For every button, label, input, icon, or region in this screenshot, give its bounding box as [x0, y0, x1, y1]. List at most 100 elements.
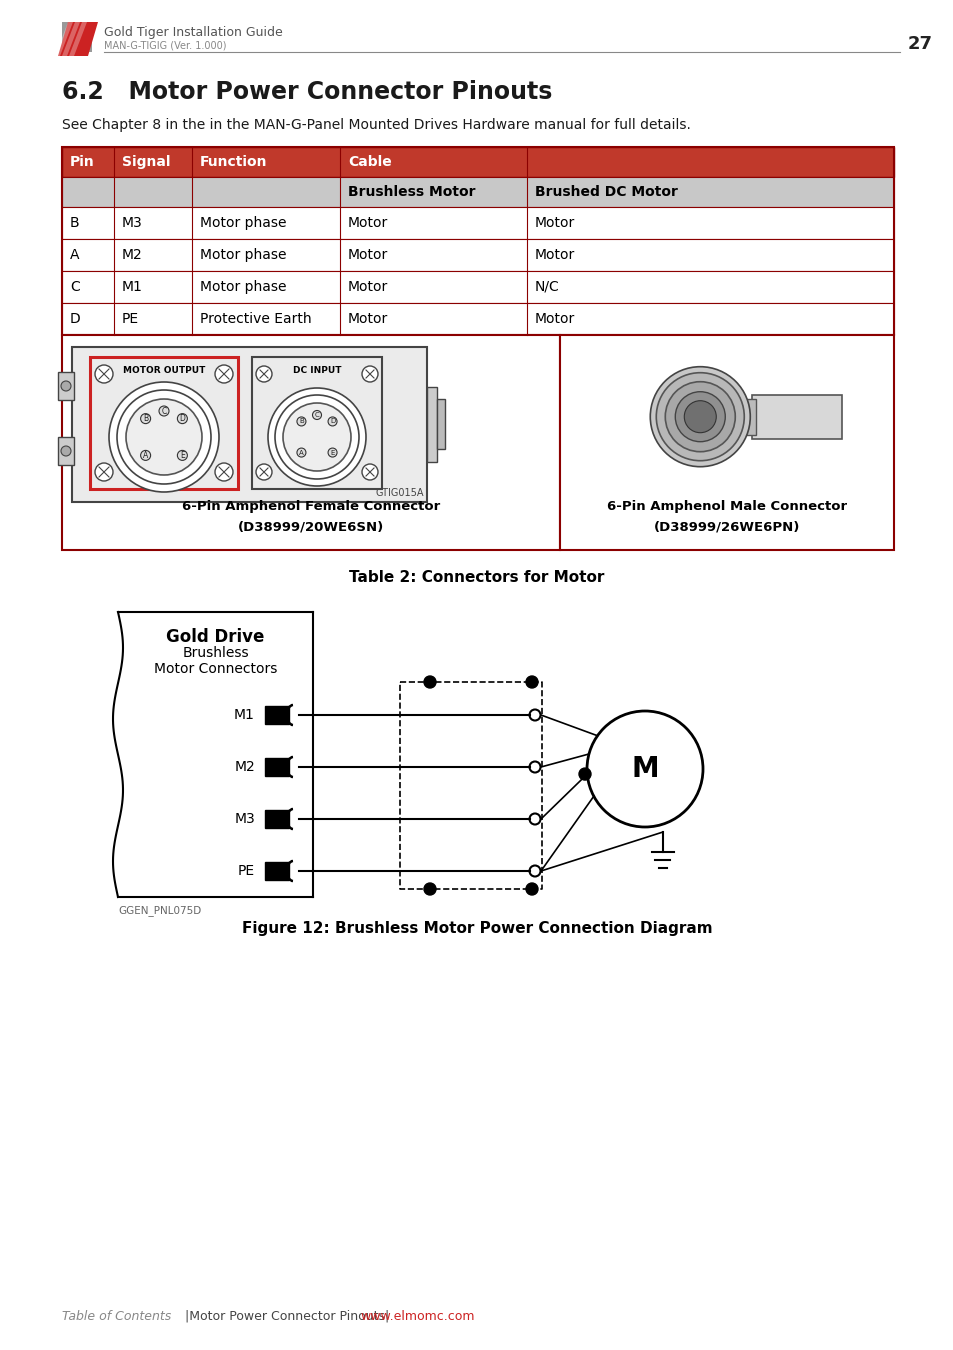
- Text: N/C: N/C: [535, 279, 559, 294]
- Bar: [71, 347, 427, 502]
- Text: Gold Tiger Installation Guide: Gold Tiger Installation Guide: [104, 26, 282, 39]
- Circle shape: [255, 366, 272, 382]
- Circle shape: [361, 464, 377, 481]
- Text: A: A: [70, 248, 79, 262]
- Bar: [58, 373, 74, 400]
- Circle shape: [296, 417, 306, 427]
- Text: Motor: Motor: [348, 216, 388, 230]
- Text: D: D: [179, 414, 185, 423]
- Text: M: M: [631, 755, 659, 783]
- Bar: [62, 147, 893, 335]
- Text: Motor phase: Motor phase: [200, 279, 286, 294]
- Text: E: E: [180, 451, 185, 460]
- Text: B: B: [70, 216, 79, 230]
- Bar: [265, 863, 289, 880]
- Circle shape: [525, 883, 537, 895]
- Text: Motor: Motor: [535, 312, 575, 325]
- Circle shape: [328, 417, 336, 427]
- Bar: [90, 356, 237, 489]
- Bar: [745, 398, 756, 435]
- Circle shape: [675, 392, 724, 441]
- Circle shape: [95, 364, 112, 383]
- Bar: [265, 810, 289, 828]
- Polygon shape: [55, 22, 73, 55]
- Text: M2: M2: [234, 760, 254, 774]
- Circle shape: [283, 404, 351, 471]
- Text: M1: M1: [233, 707, 254, 722]
- Circle shape: [214, 364, 233, 383]
- Text: C: C: [314, 412, 319, 418]
- Text: Brushless: Brushless: [182, 647, 249, 660]
- Text: Gold Drive: Gold Drive: [166, 628, 264, 647]
- Text: (D38999/20WE6SN): (D38999/20WE6SN): [237, 520, 384, 533]
- Text: |Motor Power Connector Pinouts|: |Motor Power Connector Pinouts|: [185, 1310, 389, 1323]
- Text: www.elmomc.com: www.elmomc.com: [359, 1310, 474, 1323]
- Polygon shape: [58, 22, 98, 55]
- Text: See Chapter 8 in the in the MAN-G-Panel Mounted Drives Hardware manual for full : See Chapter 8 in the in the MAN-G-Panel …: [62, 117, 690, 132]
- Bar: [62, 177, 893, 207]
- Circle shape: [126, 400, 202, 475]
- Circle shape: [423, 676, 436, 688]
- Circle shape: [529, 865, 540, 876]
- Bar: [559, 335, 893, 549]
- Circle shape: [656, 373, 743, 460]
- Text: C: C: [161, 406, 167, 416]
- Text: Cable: Cable: [348, 155, 392, 169]
- Circle shape: [109, 382, 219, 491]
- Bar: [62, 335, 559, 549]
- Circle shape: [214, 463, 233, 481]
- Text: Motor: Motor: [348, 279, 388, 294]
- Text: Table of Contents: Table of Contents: [62, 1310, 172, 1323]
- Text: Brushless Motor: Brushless Motor: [348, 185, 475, 198]
- Text: Motor: Motor: [348, 312, 388, 325]
- Circle shape: [61, 381, 71, 392]
- Text: MOTOR OUTPUT: MOTOR OUTPUT: [123, 366, 205, 375]
- Circle shape: [313, 410, 321, 420]
- Circle shape: [95, 463, 112, 481]
- Text: PE: PE: [237, 864, 254, 878]
- Circle shape: [664, 382, 735, 452]
- Circle shape: [296, 448, 306, 458]
- Text: D: D: [70, 312, 81, 325]
- Text: GGEN_PNL075D: GGEN_PNL075D: [118, 904, 201, 915]
- Bar: [265, 706, 289, 724]
- Circle shape: [117, 390, 211, 485]
- Text: Motor phase: Motor phase: [200, 248, 286, 262]
- Bar: [58, 437, 74, 464]
- Circle shape: [423, 883, 436, 895]
- Text: M1: M1: [122, 279, 143, 294]
- Bar: [252, 356, 381, 489]
- Text: Motor phase: Motor phase: [200, 216, 286, 230]
- Text: D: D: [330, 418, 335, 424]
- Circle shape: [159, 406, 169, 416]
- Bar: [436, 400, 444, 450]
- Polygon shape: [62, 22, 80, 55]
- Text: 27: 27: [906, 35, 931, 53]
- Text: DC INPUT: DC INPUT: [293, 366, 341, 375]
- Bar: [62, 207, 893, 239]
- Circle shape: [529, 710, 540, 721]
- Bar: [265, 757, 289, 776]
- Text: Protective Earth: Protective Earth: [200, 312, 312, 325]
- Bar: [62, 239, 893, 271]
- Bar: [62, 271, 893, 302]
- Circle shape: [255, 464, 272, 481]
- Circle shape: [177, 413, 187, 424]
- Text: Brushed DC Motor: Brushed DC Motor: [535, 185, 678, 198]
- Circle shape: [140, 413, 151, 424]
- Text: Motor: Motor: [348, 248, 388, 262]
- Text: Function: Function: [200, 155, 267, 169]
- Bar: [752, 394, 841, 439]
- Text: A: A: [298, 450, 303, 455]
- Text: Signal: Signal: [122, 155, 171, 169]
- Text: Figure 12: Brushless Motor Power Connection Diagram: Figure 12: Brushless Motor Power Connect…: [241, 921, 712, 936]
- Text: MAN-G-TIGIG (Ver. 1.000): MAN-G-TIGIG (Ver. 1.000): [104, 40, 226, 50]
- Text: GTIG015A: GTIG015A: [375, 487, 423, 498]
- Circle shape: [274, 396, 358, 479]
- Text: B: B: [143, 414, 148, 423]
- Text: Motor Connectors: Motor Connectors: [153, 662, 277, 676]
- Circle shape: [61, 446, 71, 456]
- Circle shape: [650, 367, 749, 467]
- Bar: [62, 22, 91, 53]
- Circle shape: [529, 814, 540, 825]
